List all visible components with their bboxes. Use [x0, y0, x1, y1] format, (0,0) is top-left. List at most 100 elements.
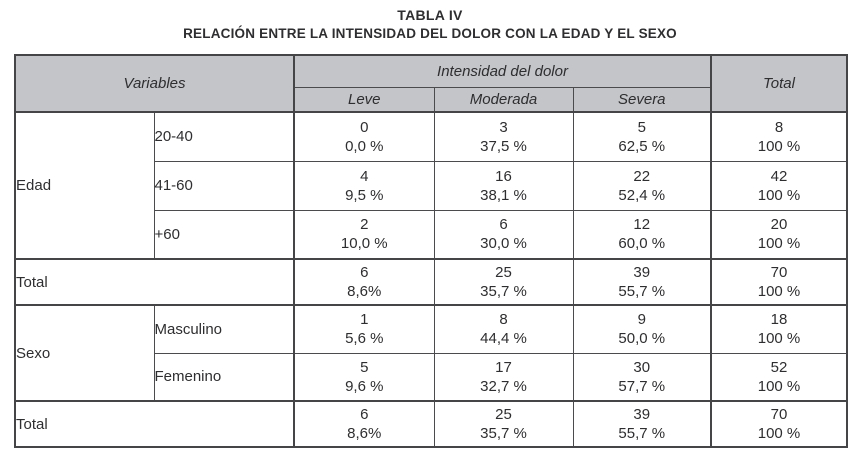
total-label: Total — [14, 258, 296, 306]
count: 9 — [637, 311, 646, 329]
category-cell: Femenino — [153, 352, 296, 402]
count: 1 — [360, 311, 369, 329]
count: 6 — [499, 216, 508, 234]
category-cell: 20-40 — [153, 111, 296, 162]
percent: 10,0 % — [340, 235, 388, 253]
data-table: Variables Intensidad del dolor Total Lev… — [14, 54, 849, 448]
count: 25 — [495, 264, 512, 281]
category-cell: Masculino — [153, 304, 296, 354]
count: 18 — [770, 311, 788, 329]
page-subtitle: RELACIÓN ENTRE LA INTENSIDAD DEL DOLOR C… — [183, 26, 677, 41]
count: 5 — [360, 358, 369, 376]
data-cell: 8 100 % — [710, 111, 848, 162]
header-intensity-group: Intensidad del dolor — [293, 54, 713, 88]
percent: 44,4 % — [480, 330, 527, 348]
table-caption: TABLA IV RELACIÓN ENTRE LA INTENSIDAD DE… — [0, 0, 860, 41]
category-cell: 41-60 — [153, 160, 296, 211]
data-cell: 5 9,6 % — [293, 352, 435, 402]
count: 4 — [360, 167, 369, 185]
table-row-edad-total: Total 6 8,6% 25 35,7 % 39 55,7 % 70 100 … — [14, 258, 848, 306]
percent: 38,1 % — [480, 186, 527, 204]
percent: 100 % — [757, 186, 801, 204]
category-cell: +60 — [153, 209, 296, 260]
percent: 37,5 % — [480, 137, 527, 155]
count: 39 — [633, 406, 651, 423]
data-cell: 16 38,1 % — [433, 160, 574, 211]
data-cell: 20 100 % — [710, 209, 848, 260]
data-cell: 18 100 % — [710, 304, 848, 354]
count: 6 — [360, 406, 369, 423]
count: 20 — [770, 216, 788, 234]
count: 70 — [770, 264, 788, 281]
percent: 35,7 % — [480, 283, 527, 300]
percent: 52,4 % — [618, 186, 666, 204]
table-row-sexo-total: Total 6 8,6% 25 35,7 % 39 55,7 % 70 100 … — [14, 400, 848, 448]
percent: 8,6% — [347, 283, 382, 300]
data-cell: 25 35,7 % — [433, 258, 574, 306]
header-severa: Severa — [572, 87, 713, 113]
data-cell: 39 55,7 % — [572, 258, 713, 306]
data-cell: 22 52,4 % — [572, 160, 713, 211]
data-cell: 17 32,7 % — [433, 352, 574, 402]
data-cell: 2 10,0 % — [293, 209, 435, 260]
percent: 9,5 % — [345, 186, 384, 204]
count: 0 — [360, 118, 369, 136]
data-cell: 12 60,0 % — [572, 209, 713, 260]
table-row-edad-60plus: +60 2 10,0 % 6 30,0 % 12 60,0 % 20 100 % — [15, 209, 848, 260]
percent: 0,0 % — [345, 137, 384, 155]
count: 6 — [360, 264, 369, 281]
percent: 100 % — [757, 283, 801, 300]
table-header: Variables Intensidad del dolor Total Lev… — [14, 54, 848, 113]
data-cell: 52 100 % — [710, 352, 848, 402]
count: 25 — [495, 406, 512, 423]
count: 16 — [495, 167, 512, 185]
data-cell: 6 8,6% — [293, 258, 435, 306]
count: 42 — [770, 167, 788, 185]
table-row-sexo-masculino: Sexo Masculino 1 5,6 % 8 44,4 % 9 50,0 %… — [14, 304, 848, 402]
count: 39 — [633, 264, 651, 281]
percent: 5,6 % — [345, 330, 384, 348]
data-cell: 6 8,6% — [293, 400, 435, 448]
count: 5 — [637, 118, 646, 136]
data-cell: 70 100 % — [710, 258, 848, 306]
page-title: TABLA IV — [397, 7, 463, 23]
header-moderada: Moderada — [433, 87, 574, 113]
percent: 60,0 % — [618, 235, 666, 253]
percent: 100 % — [757, 330, 801, 348]
count: 30 — [633, 358, 651, 376]
table-row-edad-41-60: 41-60 4 9,5 % 16 38,1 % 22 52,4 % 42 100… — [15, 160, 848, 211]
count: 2 — [360, 216, 369, 234]
percent: 57,7 % — [618, 377, 666, 395]
data-cell: 4 9,5 % — [293, 160, 435, 211]
group-label-edad: Edad — [14, 111, 155, 260]
percent: 62,5 % — [618, 137, 666, 155]
data-cell: 5 62,5 % — [572, 111, 713, 162]
data-cell: 8 44,4 % — [433, 304, 574, 354]
percent: 100 % — [757, 235, 801, 253]
data-cell: 3 37,5 % — [433, 111, 574, 162]
data-cell: 39 55,7 % — [572, 400, 713, 448]
percent: 100 % — [757, 137, 801, 155]
percent: 35,7 % — [480, 425, 527, 442]
count: 12 — [633, 216, 651, 234]
data-cell: 70 100 % — [710, 400, 848, 448]
count: 17 — [495, 358, 512, 376]
percent: 55,7 % — [618, 283, 666, 300]
table-row-edad-20-40: Edad 20-40 0 0,0 % 3 37,5 % 5 62,5 % 8 1… — [14, 111, 848, 260]
percent: 8,6% — [347, 425, 382, 442]
percent: 9,6 % — [345, 377, 384, 395]
header-variables: Variables — [14, 54, 296, 113]
data-cell: 25 35,7 % — [433, 400, 574, 448]
percent: 100 % — [757, 377, 801, 395]
header-row-2: Leve Moderada Severa — [15, 87, 847, 113]
count: 70 — [770, 406, 788, 423]
count: 3 — [499, 118, 508, 136]
count: 8 — [499, 311, 508, 329]
data-cell: 0 0,0 % — [293, 111, 435, 162]
percent: 100 % — [757, 425, 801, 442]
percent: 32,7 % — [480, 377, 527, 395]
count: 22 — [633, 167, 651, 185]
group-label-sexo: Sexo — [14, 304, 155, 402]
data-cell: 9 50,0 % — [572, 304, 713, 354]
percent: 50,0 % — [618, 330, 666, 348]
